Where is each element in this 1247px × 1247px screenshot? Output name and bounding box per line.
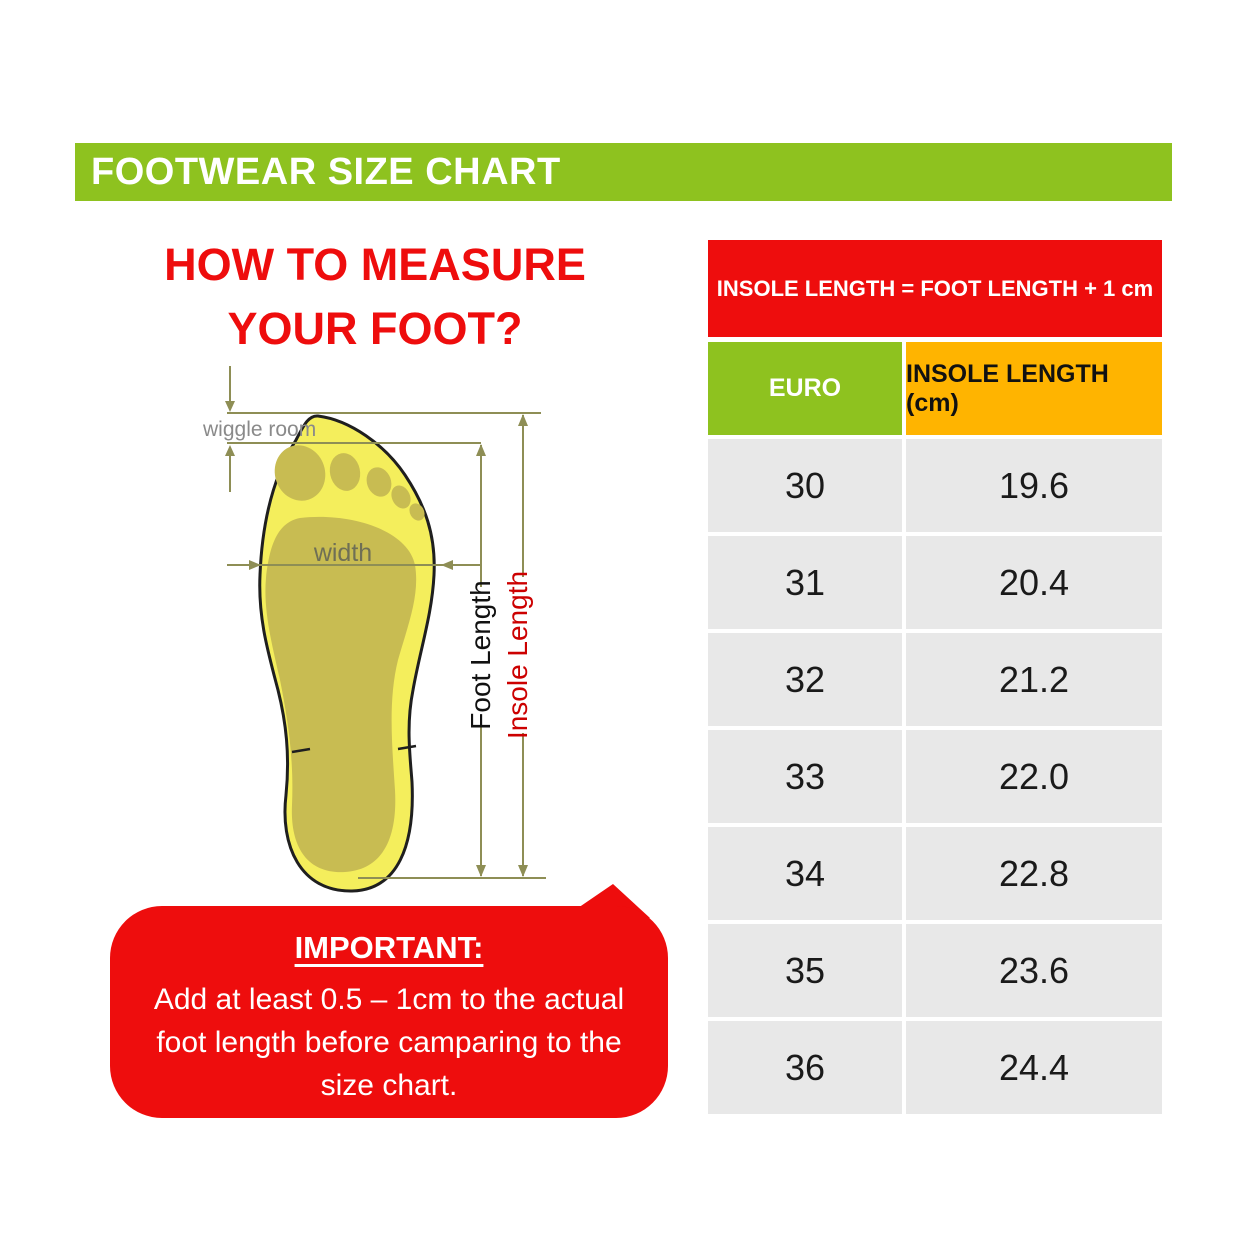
how-to-measure-title-line1: HOW TO MEASURE [164,239,586,290]
big-toe-print [274,445,326,501]
arrow-down-icon [518,865,528,877]
table-cell-euro: 36 [708,1021,902,1114]
toe-print [329,453,361,491]
how-to-measure-title-line2: YOUR FOOT? [227,303,523,354]
foot-measurement-diagram: wiggle room width Foot Length Insole Len… [202,366,546,893]
width-label: width [313,539,372,567]
arrow-left-icon [441,560,453,570]
page-title: FOOTWEAR SIZE CHART [75,143,1172,201]
how-to-measure-title: HOW TO MEASURE YOUR FOOT? [115,233,635,361]
table-cell-euro: 35 [708,924,902,1017]
table-cell-euro: 31 [708,536,902,629]
column-header-euro: EURO [708,342,902,435]
table-cell-insole: 22.0 [906,730,1162,823]
table-cell-insole: 23.6 [906,924,1162,1017]
table-cell-insole: 21.2 [906,633,1162,726]
table-cell-euro: 30 [708,439,902,532]
insole-length-label: Insole Length [502,571,533,739]
heel-cut-mark [291,747,311,754]
insole-formula-banner: INSOLE LENGTH = FOOT LENGTH + 1 cm [708,240,1162,337]
table-cell-insole: 24.4 [906,1021,1162,1114]
foot-length-label: Foot Length [465,580,496,729]
important-note: IMPORTANT: Add at least 0.5 – 1cm to the… [110,906,668,1118]
arrow-right-icon [249,560,261,570]
important-note-heading: IMPORTANT: [294,930,484,965]
important-note-line3: size chart. [320,1069,458,1102]
size-table: EURO INSOLE LENGTH (cm) 30 19.6 31 20.4 … [708,342,1162,1114]
table-cell-euro: 33 [708,730,902,823]
toe-print [391,485,411,509]
heel-cut-mark [397,744,417,751]
table-cell-insole: 20.4 [906,536,1162,629]
important-note-line1: Add at least 0.5 – 1cm to the actual [153,983,625,1016]
wiggle-room-label: wiggle room [202,418,316,441]
toe-print [366,467,392,497]
arrow-down-icon [225,401,235,412]
table-cell-euro: 32 [708,633,902,726]
footprint-sole [265,516,417,873]
arrow-down-icon [476,865,486,877]
important-note-line2: foot length before camparing to the [156,1026,622,1059]
column-header-insole: INSOLE LENGTH (cm) [906,342,1162,435]
toe-print [409,503,425,521]
table-cell-insole: 19.6 [906,439,1162,532]
table-cell-euro: 34 [708,827,902,920]
table-cell-insole: 22.8 [906,827,1162,920]
arrow-up-icon [476,444,486,456]
arrow-up-icon [518,414,528,426]
arrow-up-icon [225,445,235,456]
